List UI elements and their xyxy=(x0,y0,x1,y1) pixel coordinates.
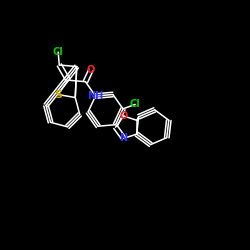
Text: O: O xyxy=(120,111,128,121)
Text: N: N xyxy=(120,133,128,143)
Text: NH: NH xyxy=(88,91,104,101)
Text: Cl: Cl xyxy=(53,47,64,57)
Text: O: O xyxy=(87,65,95,75)
Text: S: S xyxy=(54,90,62,100)
Text: Cl: Cl xyxy=(130,100,140,110)
